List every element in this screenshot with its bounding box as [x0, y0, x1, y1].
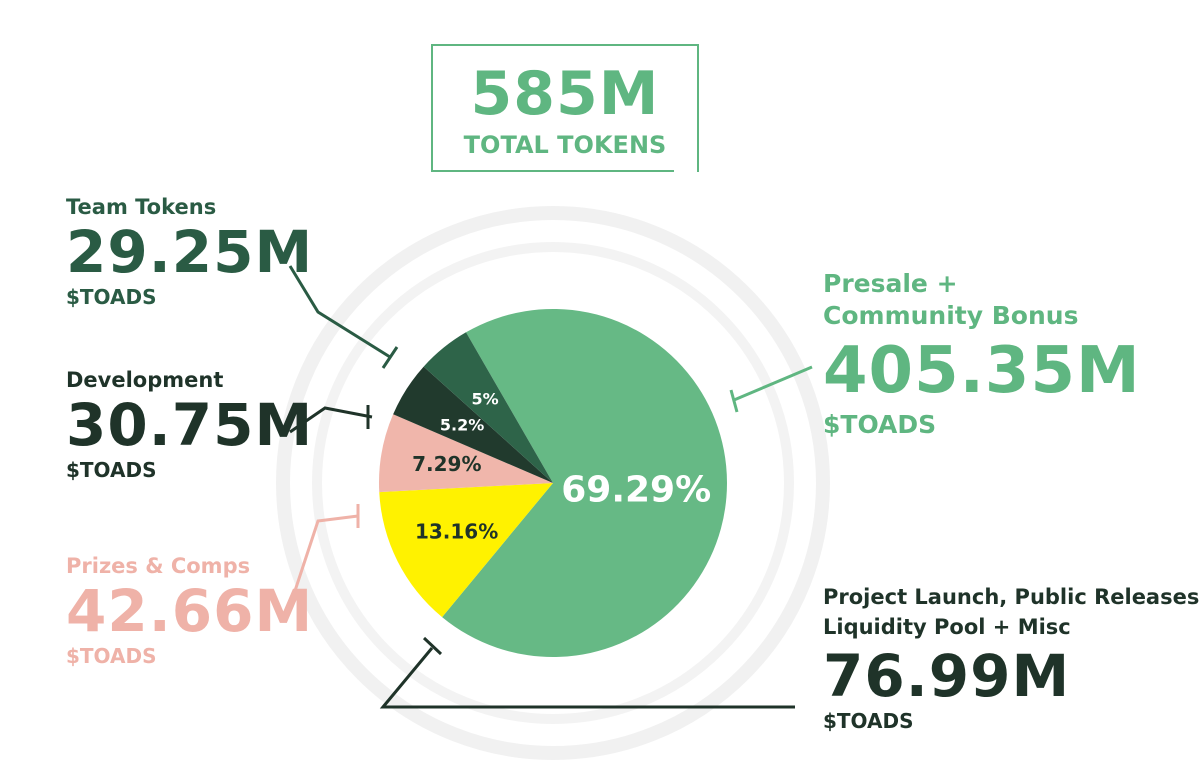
pie-label-team-tokens: 5% — [472, 390, 499, 409]
prizes-block: Prizes & Comps 42.66M $TOADS — [66, 553, 313, 669]
total-tokens-label: TOTAL TOKENS — [463, 131, 667, 159]
presale-name-line2: Community Bonus — [823, 301, 1079, 330]
total-box-border-bottom — [431, 170, 674, 172]
development-block: Development 30.75M $TOADS — [66, 367, 313, 483]
inner-ring — [312, 242, 794, 724]
pie-slice-project-launch-public-releases-liquidity-pool-misc — [379, 483, 553, 618]
development-name: Development — [66, 368, 224, 392]
launch-name-line1: Project Launch, Public Releases, — [823, 585, 1200, 609]
pie-label-development: 5.2% — [440, 415, 484, 434]
pie-slice-team-tokens — [423, 332, 553, 483]
presale-amount: 405.35M — [823, 334, 1141, 408]
total-tokens-box: 585M TOTAL TOKENS — [431, 44, 699, 172]
team-tokens-block: Team Tokens 29.25M $TOADS — [66, 194, 313, 310]
pie-label-project-launch-public-releases-liquidity-pool-misc: 13.16% — [415, 520, 498, 544]
development-amount: 30.75M — [66, 391, 314, 459]
pie-slice-presale-community-bonus — [442, 308, 727, 657]
connector-presale-cap — [729, 389, 739, 413]
team-tokens-amount: 29.25M — [66, 218, 314, 286]
launch-name-line2: Liquidity Pool + Misc — [823, 615, 1071, 639]
development-unit: $TOADS — [66, 458, 157, 482]
outer-ring — [276, 206, 830, 760]
connector-prize — [286, 514, 359, 613]
connector-dev — [289, 406, 373, 434]
launch-amount: 76.99M — [823, 642, 1071, 710]
total-tokens-value: 585M — [470, 59, 660, 129]
connector-team — [288, 265, 391, 359]
pie-slices — [379, 308, 727, 657]
presale-name-line1: Presale + — [823, 269, 958, 298]
pie-slice-prizes-comps — [379, 414, 553, 493]
prizes-amount: 42.66M — [66, 577, 314, 645]
total-box-border-right — [697, 44, 699, 172]
connector-presale — [733, 365, 813, 402]
total-box-border-left — [431, 44, 433, 170]
launch-unit: $TOADS — [823, 709, 914, 733]
presale-unit: $TOADS — [823, 410, 937, 439]
prizes-name: Prizes & Comps — [66, 554, 251, 578]
pie-label-presale-community-bonus: 69.29% — [561, 470, 711, 511]
pie-slice-development — [393, 366, 553, 483]
total-box-border-top — [431, 44, 699, 46]
prizes-unit: $TOADS — [66, 644, 157, 668]
pie-label-prizes-comps: 7.29% — [412, 452, 481, 476]
team-tokens-name: Team Tokens — [66, 195, 217, 219]
connector-launch — [379, 647, 795, 709]
launch-block: Project Launch, Public Releases, Liquidi… — [823, 584, 1200, 734]
connector-launch-cap — [422, 636, 443, 656]
team-tokens-unit: $TOADS — [66, 285, 157, 309]
connector-team-cap — [381, 346, 399, 369]
pie-labels: 69.29% 13.16% 7.29% 5.2% 5% — [412, 390, 711, 544]
presale-block: Presale + Community Bonus 405.35M $TOADS — [823, 268, 1141, 440]
